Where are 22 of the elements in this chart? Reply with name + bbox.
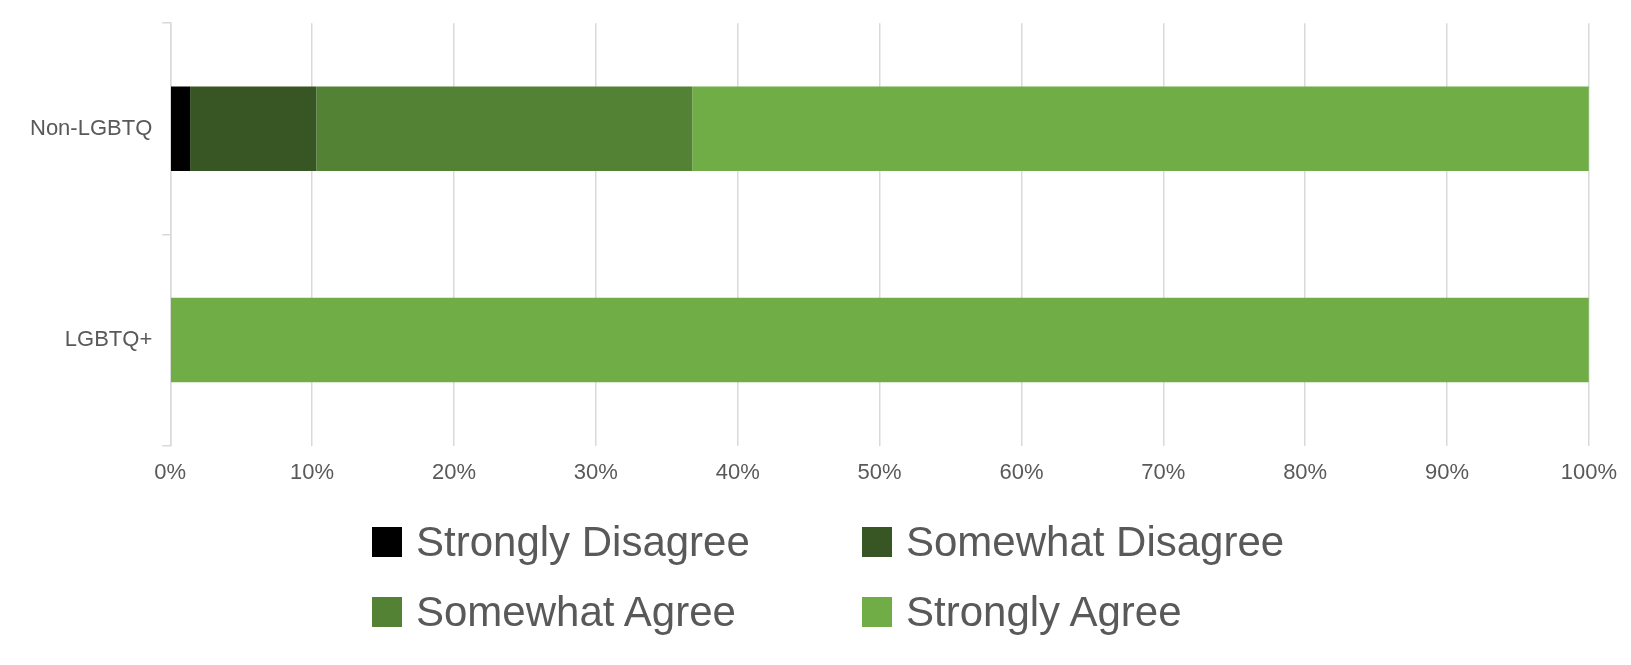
legend-label: Strongly Disagree [416,518,750,566]
bar [316,86,693,172]
x-tick-label: 50% [857,458,902,484]
x-tick-label: 80% [1283,458,1328,484]
bar [190,86,317,172]
x-tick-label: 40% [715,458,760,484]
x-tick-label: 30% [573,458,618,484]
x-tick-label: 0% [154,458,187,484]
bar [692,86,1589,172]
y-tick-label: Non-LGBTQ [29,114,153,140]
x-tick-label: 70% [1141,458,1186,484]
x-tick-label: 10% [290,458,335,484]
x-tick-label: 60% [999,458,1044,484]
x-tick-label: 90% [1424,458,1470,484]
bar [171,86,191,172]
bar [171,297,1589,383]
x-tick-label: 20% [431,458,476,484]
legend-label: Somewhat Disagree [906,518,1285,566]
y-tick-label: LGBTQ+ [64,326,153,352]
legend-label: Strongly Agree [906,588,1182,636]
legend-label: Somewhat Agree [416,588,736,636]
x-tick-label: 100% [1560,458,1618,484]
